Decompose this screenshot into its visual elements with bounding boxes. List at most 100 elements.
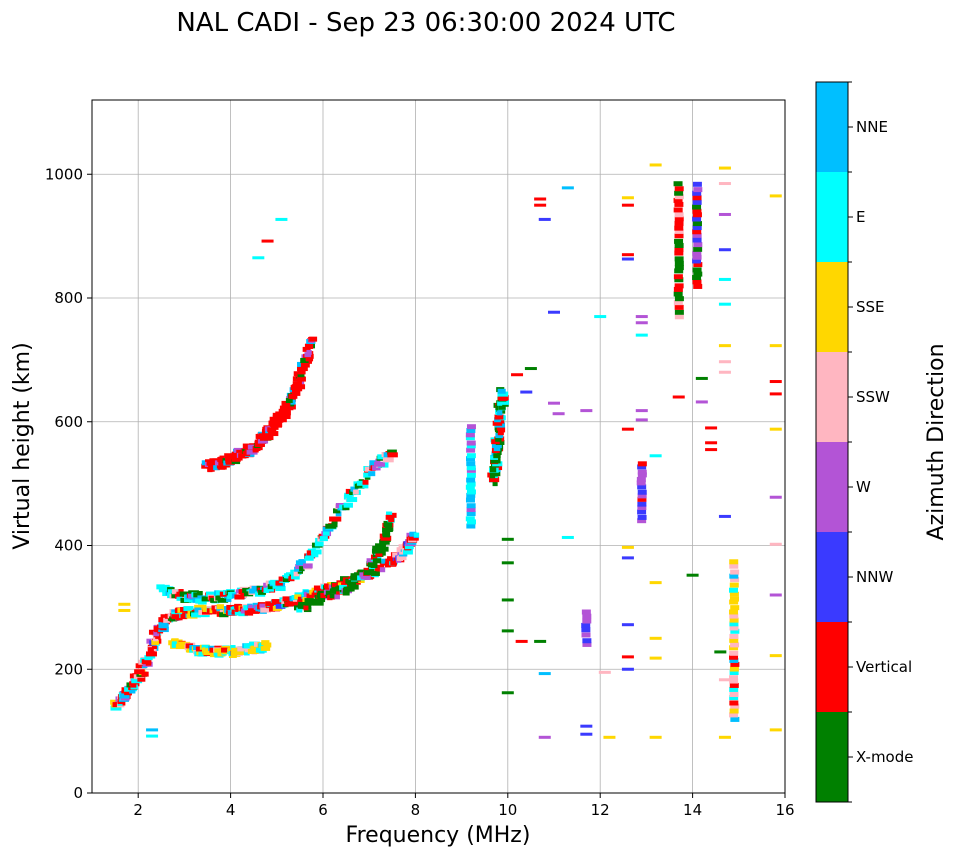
echo-mark xyxy=(674,283,684,289)
echo-mark xyxy=(372,465,381,471)
echo-mark xyxy=(196,590,203,596)
echo-mark xyxy=(718,166,731,170)
y-tick-label: 400 xyxy=(54,537,83,555)
echo-mark xyxy=(299,566,305,572)
echo-mark xyxy=(497,400,503,406)
echo-mark xyxy=(216,604,224,610)
echo-mark xyxy=(294,566,302,572)
echo-mark xyxy=(649,581,662,585)
echo-mark xyxy=(390,560,397,566)
echo-mark xyxy=(674,216,684,222)
echo-mark xyxy=(363,574,371,580)
echo-mark xyxy=(621,623,634,627)
echo-mark xyxy=(466,503,476,509)
echo-mark xyxy=(242,451,251,457)
echo-mark xyxy=(271,425,277,431)
x-tick-label: 16 xyxy=(775,801,794,819)
echo-mark xyxy=(402,549,413,555)
echo-mark xyxy=(363,472,371,478)
echo-mark xyxy=(178,589,184,595)
echo-mark xyxy=(118,608,131,612)
echo-mark xyxy=(226,604,235,610)
echo-mark xyxy=(465,516,475,522)
echo-mark xyxy=(498,404,506,410)
echo-mark xyxy=(466,511,476,517)
echo-mark xyxy=(383,522,393,528)
y-tick-label: 600 xyxy=(54,413,83,431)
echo-mark xyxy=(730,642,740,648)
echo-mark xyxy=(729,609,739,615)
echo-mark xyxy=(635,321,648,325)
echo-mark xyxy=(296,384,306,390)
echo-mark xyxy=(273,422,283,428)
echo-mark xyxy=(492,475,499,481)
echo-mark xyxy=(673,291,683,297)
echo-mark xyxy=(769,542,782,546)
echo-mark xyxy=(692,254,702,260)
echo-mark xyxy=(729,650,739,656)
echo-mark xyxy=(243,650,250,656)
echo-mark xyxy=(730,605,740,611)
colorbar-segment-w xyxy=(816,442,848,532)
echo-mark xyxy=(524,367,537,371)
echo-mark xyxy=(520,390,533,394)
echo-mark xyxy=(291,393,298,399)
echo-mark xyxy=(674,247,684,253)
echo-mark xyxy=(511,373,524,377)
echo-mark xyxy=(370,563,378,569)
echo-mark xyxy=(718,344,731,348)
echo-mark xyxy=(130,682,137,688)
echo-mark xyxy=(674,201,684,207)
y-tick-label: 0 xyxy=(73,784,83,802)
echo-mark xyxy=(271,599,282,605)
echo-mark xyxy=(302,563,313,569)
echo-mark xyxy=(267,584,277,590)
echo-mark xyxy=(695,400,708,404)
echo-mark xyxy=(386,511,393,517)
echo-mark xyxy=(637,509,647,515)
echo-mark xyxy=(649,454,662,458)
echo-mark xyxy=(621,196,634,200)
echo-mark xyxy=(378,546,389,552)
echo-mark xyxy=(176,595,183,601)
echo-mark xyxy=(193,592,199,598)
echo-mark xyxy=(718,248,731,252)
echo-mark xyxy=(212,609,220,615)
echo-mark xyxy=(465,497,475,503)
echo-mark xyxy=(674,277,684,283)
echo-mark xyxy=(548,401,560,405)
echo-mark xyxy=(674,228,684,234)
echo-mark xyxy=(621,545,634,549)
echo-mark xyxy=(769,427,782,431)
echo-mark xyxy=(621,427,634,431)
echo-mark xyxy=(251,585,260,591)
echo-mark xyxy=(501,691,514,695)
echo-mark xyxy=(466,507,476,513)
chart-title: NAL CADI - Sep 23 06:30:00 2024 UTC xyxy=(176,8,675,38)
echo-mark xyxy=(498,399,510,405)
echo-mark xyxy=(674,314,684,320)
echo-mark xyxy=(621,257,634,261)
y-axis-label: Virtual height (km) xyxy=(10,342,35,549)
echo-mark xyxy=(637,461,647,467)
echo-mark xyxy=(260,645,271,651)
x-tick-label: 14 xyxy=(683,801,702,819)
echo-mark xyxy=(561,186,574,190)
echo-mark xyxy=(649,163,662,167)
echo-mark xyxy=(729,633,739,639)
echo-mark xyxy=(497,430,504,436)
echo-mark xyxy=(673,274,683,280)
echo-mark xyxy=(344,492,353,498)
echo-mark xyxy=(649,636,662,640)
echo-mark xyxy=(206,460,217,466)
echo-mark xyxy=(171,589,178,595)
echo-mark xyxy=(309,336,318,342)
echo-mark xyxy=(195,646,202,652)
echo-mark xyxy=(637,472,647,478)
echo-mark xyxy=(637,464,647,470)
echo-mark xyxy=(261,239,274,243)
echo-mark xyxy=(262,432,273,438)
x-tick-label: 8 xyxy=(411,801,421,819)
echo-mark xyxy=(303,605,309,611)
